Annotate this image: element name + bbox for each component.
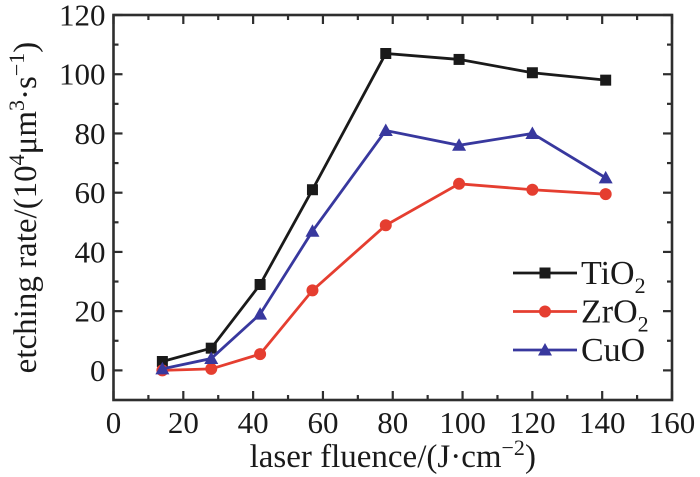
subscript: 2 [635, 273, 646, 298]
cuo-marker-triangle [538, 343, 552, 356]
zro2-marker-circle [539, 305, 551, 318]
zro2-marker-circle [599, 188, 612, 201]
x-axis-title: laser fluence/(J·cm−2) [250, 435, 536, 475]
text-run: CuO [581, 332, 645, 369]
superscript: −2 [502, 435, 525, 460]
cuo-marker-triangle [598, 170, 613, 184]
axis-ticks [112, 13, 674, 400]
zro2-marker-circle [379, 219, 392, 232]
text-run: μm [8, 111, 44, 155]
superscript: 3 [4, 100, 29, 111]
subscript: 2 [638, 312, 649, 337]
tio2-marker-square [539, 267, 551, 279]
legend-label: ZrO2 [581, 294, 649, 337]
zro2-marker-circle [306, 284, 319, 297]
text-run: ZrO [581, 294, 638, 331]
y-tick-label: 40 [75, 234, 106, 269]
text-run: etching rate/(10 [8, 165, 44, 373]
data-series [155, 48, 613, 377]
x-tick-label: 160 [649, 405, 696, 440]
superscript: −1 [4, 53, 29, 76]
y-tick-label: 80 [75, 116, 106, 151]
y-tick-label: 120 [59, 0, 106, 33]
zro2-marker-circle [453, 177, 466, 190]
text-run: laser fluence/(J·cm [250, 439, 502, 475]
tio2-marker-square [453, 53, 465, 65]
x-tick-label: 120 [509, 405, 556, 440]
text-run: ·s [8, 76, 44, 100]
tio2-marker-square [600, 74, 612, 86]
cuo-marker-triangle [378, 123, 393, 136]
legend-item-tio2: TiO2 [513, 255, 646, 298]
legend-item-cuo: CuO [513, 332, 645, 369]
x-tick-label: 140 [579, 405, 626, 440]
tio2-marker-square [205, 342, 217, 354]
cuo-marker-triangle [155, 361, 170, 375]
x-tick-label: 100 [439, 405, 486, 440]
cuo-marker-triangle [452, 138, 467, 151]
tio2-marker-square [380, 48, 392, 59]
x-tick-label: 80 [377, 405, 408, 440]
text-run: ) [525, 439, 536, 475]
zro2-line [162, 182, 606, 372]
text-run: ) [8, 42, 44, 53]
x-tick-label: 0 [106, 405, 122, 440]
zro2-marker-circle [205, 362, 218, 375]
tio2-marker-square [156, 356, 168, 367]
y-tick-label: 0 [90, 353, 106, 388]
tio2-marker-square [526, 67, 538, 79]
cuo-marker-triangle [305, 224, 320, 237]
y-tick-label: 60 [75, 175, 106, 210]
superscript: 4 [4, 154, 29, 165]
tio2-line [162, 52, 606, 363]
zro2-marker-circle [254, 348, 267, 361]
cuo-marker-triangle [204, 351, 219, 365]
legend-label: TiO2 [581, 255, 646, 298]
legend-item-zro2: ZrO2 [513, 294, 649, 337]
y-axis-title: etching rate/(104μm3·s−1) [4, 42, 44, 374]
legend-label: CuO [581, 332, 645, 369]
tio2-marker-square [254, 279, 266, 290]
cuo-line [162, 128, 607, 371]
text-run: TiO [581, 255, 635, 292]
axis-labels: 0 20 40 60 80 100 120 140 160020406080100120lase… [4, 0, 695, 475]
zro2-marker-circle [526, 183, 539, 196]
cuo-marker-triangle [253, 307, 268, 320]
x-tick-label: 40 [238, 405, 269, 440]
y-tick-label: 20 [75, 294, 106, 329]
tio2-marker-square [306, 184, 318, 196]
x-tick-label: 60 [307, 405, 338, 440]
cuo-marker-triangle [525, 126, 540, 139]
y-tick-label: 100 [59, 57, 106, 92]
x-tick-label: 20 [168, 405, 199, 440]
